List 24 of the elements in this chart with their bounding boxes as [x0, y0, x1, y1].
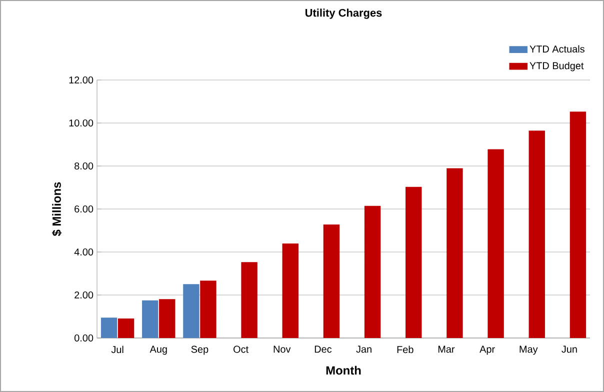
y-axis-title: $ Millions: [52, 182, 62, 236]
x-tick-label: Jun: [562, 346, 577, 353]
y-tick-label: 6.00: [74, 205, 94, 213]
x-tick-label: Nov: [274, 346, 291, 353]
x-tick-label: Oct: [234, 346, 248, 353]
x-tick-label: Dec: [314, 346, 332, 353]
x-tick-label: Jan: [356, 346, 372, 353]
legend-label: YTD Budget: [530, 62, 584, 72]
x-tick-label: Jul: [111, 346, 124, 354]
x-tick-label: Sep: [191, 346, 208, 355]
y-tick-label: 12.00: [69, 76, 94, 84]
y-tick-label: 4.00: [74, 248, 94, 256]
x-axis-title: Month: [326, 366, 361, 375]
legend-label: YTD Actuals: [530, 45, 584, 53]
x-tick-label: Aug: [150, 346, 167, 355]
y-tick-label: 10.00: [69, 119, 94, 127]
x-tick-label: May: [520, 346, 538, 355]
y-tick-label: 0.00: [74, 334, 94, 342]
x-tick-label: Apr: [480, 346, 495, 355]
y-tick-label: 8.00: [74, 162, 94, 170]
y-tick-label: 2.00: [74, 291, 94, 299]
chart-title: Utility Charges: [305, 8, 382, 19]
x-tick-label: Mar: [438, 346, 455, 353]
x-tick-label: Feb: [397, 346, 414, 354]
